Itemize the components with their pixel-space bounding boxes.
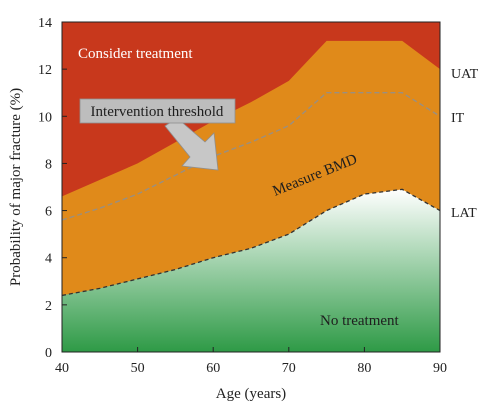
zone-label-consider-treatment: Consider treatment	[78, 46, 193, 62]
line-intervention-threshold	[62, 92, 440, 221]
y-tick-label: 12	[38, 63, 52, 78]
right-label-lat: LAT	[451, 206, 477, 221]
y-tick-label: 0	[45, 346, 52, 361]
annotation-text: Intervention threshold	[91, 104, 224, 120]
x-tick-label: 80	[357, 361, 371, 376]
x-tick-label: 50	[131, 361, 145, 376]
line-lat	[62, 188, 440, 297]
plot-area	[62, 22, 440, 352]
y-axis-title: Probability of major fracture (%)	[8, 88, 24, 286]
x-tick-label: 90	[433, 361, 447, 376]
right-label-uat: UAT	[451, 67, 479, 82]
y-tick-label: 2	[45, 299, 52, 314]
x-tick-label: 40	[55, 361, 69, 376]
annotation-box	[79, 98, 236, 124]
zone-label-no-treatment: No treatment	[320, 313, 400, 329]
intervention-threshold-annotation: Intervention threshold	[79, 98, 236, 171]
x-axis-title: Age (years)	[216, 386, 286, 402]
area-no-treatment	[62, 189, 440, 352]
y-tick-label: 4	[45, 252, 52, 267]
y-axis: 0 2 4 6 8 10 12 14	[38, 16, 67, 361]
x-tick-label: 70	[282, 361, 296, 376]
right-label-it: IT	[451, 111, 465, 126]
y-tick-label: 6	[45, 205, 52, 220]
y-tick-label: 14	[38, 16, 52, 31]
y-tick-label: 8	[45, 157, 52, 172]
x-tick-label: 60	[206, 361, 220, 376]
plot-frame	[61, 21, 441, 353]
x-axis: 40 50 60 70 80 90	[55, 347, 447, 376]
y-tick-label: 10	[38, 110, 52, 125]
